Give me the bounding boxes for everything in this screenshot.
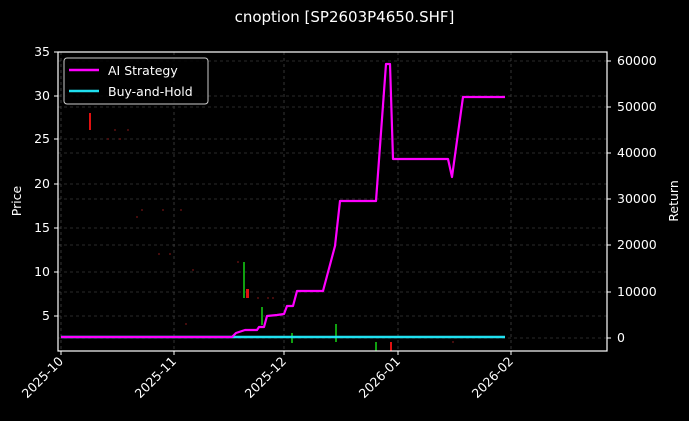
- plot-frame: [57, 51, 608, 352]
- candles: [89, 113, 392, 351]
- left-tick-label: 35: [34, 44, 50, 59]
- x-tick-label: 2026-01: [356, 354, 404, 402]
- legend-label-buy-and-hold: Buy-and-Hold: [108, 84, 193, 99]
- left-tick-label: 5: [42, 308, 50, 323]
- x-axis: [60, 351, 512, 355]
- right-axis: [607, 60, 611, 339]
- x-tick-label: 2025-12: [242, 354, 290, 402]
- right-tick-label: 50000: [617, 99, 657, 114]
- price-dots: [107, 129, 454, 343]
- left-tick-label: 10: [34, 264, 50, 279]
- left-tick-labels: 5 10 15 20 25 30 35: [34, 44, 50, 323]
- right-axis-label: Return: [666, 180, 681, 221]
- x-tick-label: 2026-02: [469, 354, 517, 402]
- left-axis-label: Price: [9, 185, 24, 216]
- left-tick-label: 25: [34, 131, 50, 146]
- x-tick-label: 2025-10: [19, 353, 67, 401]
- legend-label-ai-strategy: AI Strategy: [108, 63, 178, 78]
- left-tick-label: 30: [34, 88, 50, 103]
- x-tick-label: 2025-11: [132, 354, 180, 402]
- left-tick-label: 15: [34, 220, 50, 235]
- right-tick-label: 20000: [617, 237, 657, 252]
- x-tick-labels: 2025-10 2025-11 2025-12 2026-01 2026-02: [19, 353, 517, 401]
- right-tick-labels: 0 10000 20000 30000 40000 50000 60000: [617, 53, 657, 345]
- ai-strategy-line: [61, 62, 505, 339]
- left-axis: [54, 51, 58, 317]
- right-tick-label: 40000: [617, 145, 657, 160]
- legend: AI Strategy Buy-and-Hold: [63, 57, 209, 105]
- left-tick-label: 20: [34, 176, 50, 191]
- chart-title: cnoption [SP2603P4650.SHF]: [234, 8, 455, 26]
- right-tick-label: 60000: [617, 53, 657, 68]
- right-tick-label: 30000: [617, 191, 657, 206]
- right-tick-label: 10000: [617, 284, 657, 299]
- right-tick-label: 0: [617, 330, 625, 345]
